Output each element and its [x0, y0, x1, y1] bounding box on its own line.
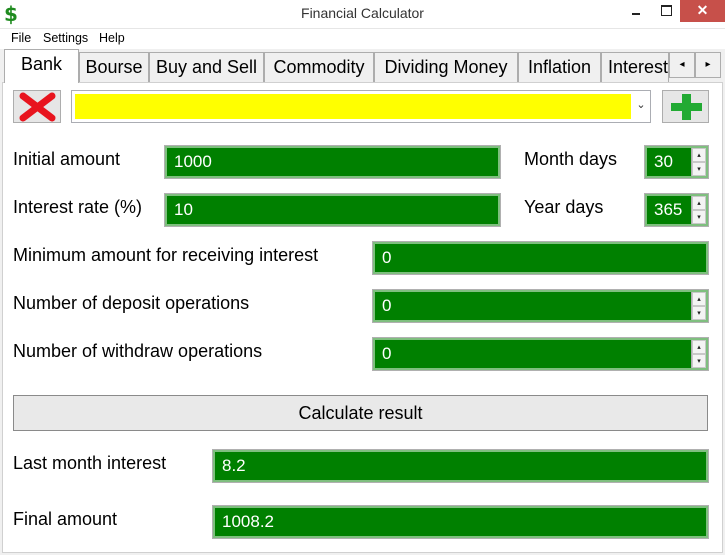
tab-dividing-money[interactable]: Dividing Money	[374, 52, 518, 82]
interest-rate-label: Interest rate (%)	[13, 197, 143, 217]
year-days-label: Year days	[524, 197, 604, 217]
spin-down-icon[interactable]: ▾	[692, 306, 706, 320]
deposit-ops-value: 0	[382, 296, 392, 315]
red-x-icon	[19, 92, 56, 122]
tab-bourse[interactable]: Bourse	[79, 52, 149, 82]
minimize-button[interactable]	[622, 0, 650, 22]
combobox-value	[75, 94, 631, 119]
last-month-interest-label: Last month interest	[13, 453, 167, 473]
spin-up-icon[interactable]: ▴	[692, 292, 706, 306]
deposit-ops-field[interactable]: 0 ▴ ▾	[372, 289, 709, 323]
spin-down-icon[interactable]: ▾	[692, 210, 706, 224]
add-button[interactable]	[662, 90, 709, 123]
title-bar: $ Financial Calculator ✕	[0, 0, 725, 29]
initial-amount-label: Initial amount	[13, 149, 121, 169]
tab-interest[interactable]: Interest	[601, 52, 669, 82]
menu-settings[interactable]: Settings	[43, 31, 89, 45]
menu-file[interactable]: File	[11, 31, 32, 45]
spin-up-icon[interactable]: ▴	[692, 340, 706, 354]
maximize-button[interactable]	[652, 0, 680, 22]
month-days-stepper[interactable]: ▴ ▾	[691, 148, 706, 176]
menu-bar: File Settings Help	[0, 29, 725, 49]
final-amount-label: Final amount	[13, 509, 118, 529]
final-amount-field[interactable]: 1008.2	[212, 505, 709, 539]
withdraw-ops-stepper[interactable]: ▴ ▾	[691, 340, 706, 368]
deposit-ops-stepper[interactable]: ▴ ▾	[691, 292, 706, 320]
menu-help[interactable]: Help	[99, 31, 125, 45]
tab-bank[interactable]: Bank	[4, 49, 79, 83]
chevron-down-icon[interactable]: ⌄	[636, 99, 646, 111]
dollar-icon: $	[4, 2, 18, 26]
withdraw-ops-field[interactable]: 0 ▴ ▾	[372, 337, 709, 371]
window-title: Financial Calculator	[301, 5, 424, 21]
interest-rate-field[interactable]: 10	[164, 193, 501, 227]
tab-buy-and-sell[interactable]: Buy and Sell	[149, 52, 264, 82]
year-days-value: 365	[654, 200, 683, 219]
delete-button[interactable]	[13, 90, 61, 123]
tab-scroll-right-button[interactable]: ▸	[695, 52, 721, 78]
tab-scroll-left-button[interactable]: ◂	[669, 52, 695, 78]
spin-up-icon[interactable]: ▴	[692, 196, 706, 210]
green-plus-icon	[671, 94, 702, 120]
close-button[interactable]: ✕	[680, 0, 725, 22]
last-month-interest-field[interactable]: 8.2	[212, 449, 709, 483]
spin-up-icon[interactable]: ▴	[692, 148, 706, 162]
withdraw-ops-value: 0	[382, 344, 392, 363]
account-combobox[interactable]: ⌄	[71, 90, 651, 123]
year-days-field[interactable]: 365 ▴ ▾	[644, 193, 709, 227]
deposit-ops-label: Number of deposit operations	[13, 293, 250, 313]
tab-inflation[interactable]: Inflation	[518, 52, 601, 82]
spin-down-icon[interactable]: ▾	[692, 354, 706, 368]
spin-down-icon[interactable]: ▾	[692, 162, 706, 176]
min-amount-field[interactable]: 0	[372, 241, 709, 275]
year-days-stepper[interactable]: ▴ ▾	[691, 196, 706, 224]
calculate-button[interactable]: Calculate result	[13, 395, 708, 431]
tab-commodity[interactable]: Commodity	[264, 52, 374, 82]
month-days-field[interactable]: 30 ▴ ▾	[644, 145, 709, 179]
initial-amount-field[interactable]: 1000	[164, 145, 501, 179]
min-amount-label: Minimum amount for receiving interest	[13, 245, 319, 265]
withdraw-ops-label: Number of withdraw operations	[13, 341, 263, 361]
month-days-label: Month days	[524, 149, 618, 169]
month-days-value: 30	[654, 152, 673, 171]
